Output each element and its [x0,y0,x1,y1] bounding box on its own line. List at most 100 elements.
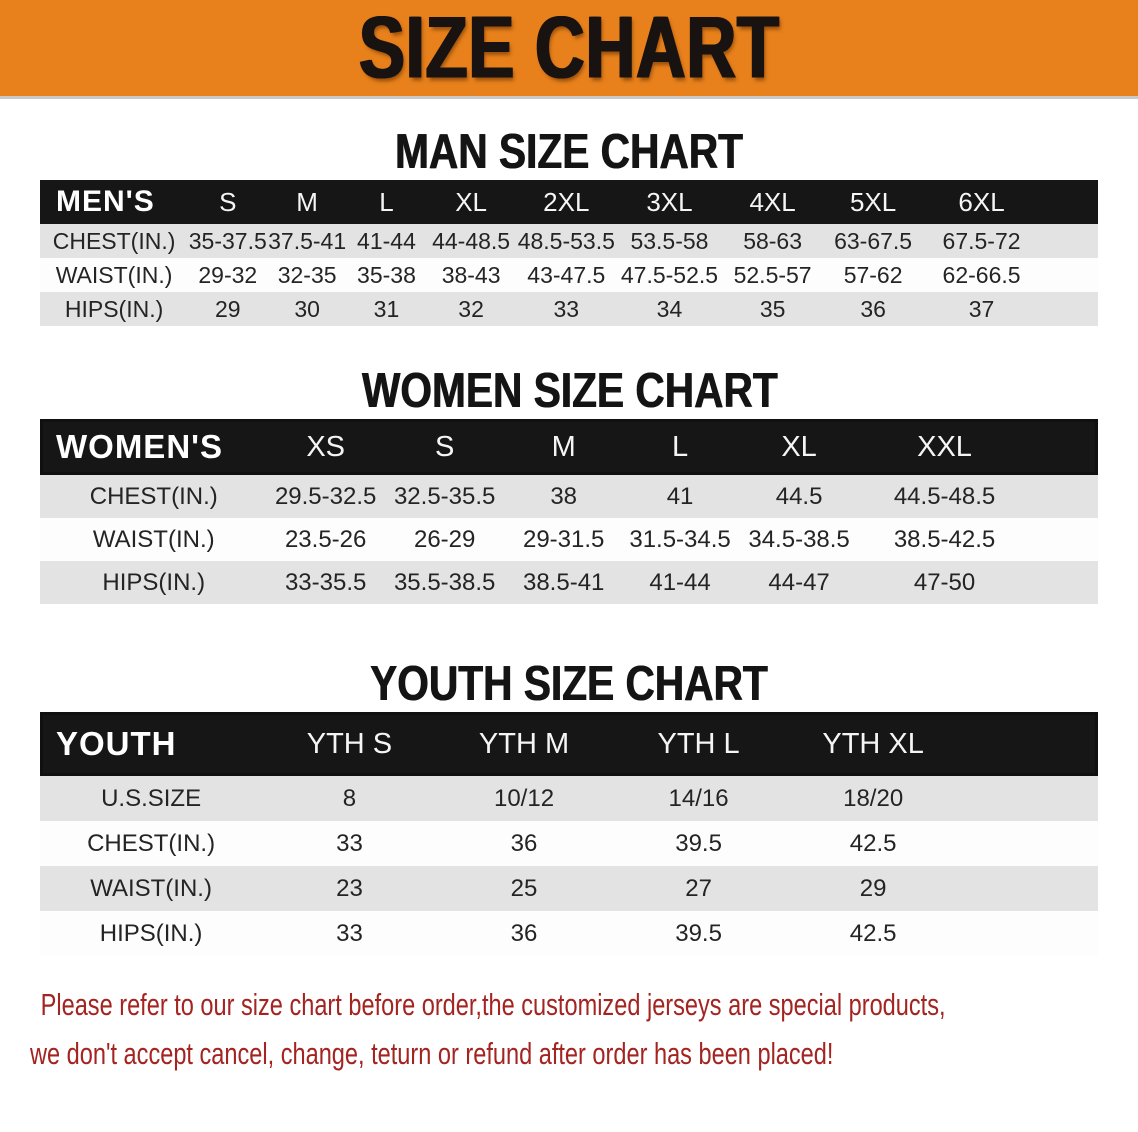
spacer-cell [1029,518,1098,561]
cell: 35.5-38.5 [393,568,496,596]
cell: 38.5-42.5 [893,525,996,553]
women-size-table: WOMEN'S XS S M L XL XXL CHEST(IN.) 29.5-… [40,419,1098,604]
cell: 33 [336,919,363,947]
row-label: WAIST(IN.) [90,874,212,902]
men-size-table: MEN'S S M L XL 2XL 3XL 4XL 5XL 6XL CHEST… [40,180,1098,326]
cell: 10/12 [493,784,555,812]
row-label: WAIST(IN.) [55,261,173,288]
youth-waist-row: WAIST(IN.) 23 25 27 29 [40,866,1098,911]
women-size-col: XS [306,430,345,463]
men-size-col: S [219,186,237,217]
cell: 8 [342,784,357,812]
cell: 31 [373,295,400,322]
youth-corner-label: YOUTH [56,725,177,762]
cell: 29-31.5 [522,525,605,553]
spacer-cell [1040,258,1098,292]
man-section-heading-text: MAN SIZE CHART [395,125,743,179]
men-size-col: M [296,186,318,217]
size-chart-banner: SIZE CHART [0,0,1138,99]
cell: 42.5 [849,829,897,857]
cell: 29 [214,295,241,322]
cell: 67.5-72 [942,227,1021,254]
cell: 36 [510,829,538,857]
spacer-cell [960,821,1098,866]
spacer-cell [960,712,1098,776]
women-size-col: L [671,430,689,463]
cell: 14/16 [668,784,729,812]
order-policy-line-2: we don't accept cancel, change, teturn o… [30,1036,834,1071]
cell: 37.5-41 [268,227,347,254]
cell: 30 [294,295,320,322]
youth-size-col: YTH M [478,727,570,760]
youth-size-col: YTH L [657,727,740,760]
cell: 57-62 [843,261,903,288]
cell: 32.5-35.5 [393,482,496,510]
men-corner-label: MEN'S [56,185,155,218]
row-label: HIPS(IN.) [64,295,164,322]
cell: 35-37.5 [188,227,267,254]
men-size-col: XL [455,186,487,217]
cell: 42.5 [849,919,897,947]
cell: 41-44 [357,227,416,254]
cell: 36 [510,919,538,947]
cell: 48.5-53.5 [517,227,615,254]
men-hips-row: HIPS(IN.) 29 30 31 32 33 34 35 36 37 [40,292,1098,326]
order-policy-line-1: Please refer to our size chart before or… [40,987,946,1022]
cell: 29-32 [198,261,258,288]
cell: 58-63 [743,227,803,254]
cell: 29 [859,874,887,902]
cell: 47.5-52.5 [620,261,719,288]
banner-title: SIZE CHART [358,0,780,97]
cell: 38-43 [441,261,501,288]
spacer-cell [1040,292,1098,326]
youth-section-heading: YOUTH SIZE CHART [0,656,1138,712]
cell: 37 [968,295,995,322]
cell: 36 [860,295,886,322]
cell: 29.5-32.5 [274,482,377,510]
row-label: WAIST(IN.) [92,525,215,553]
cell: 39.5 [675,829,722,857]
spacer-cell [1040,180,1098,224]
youth-hips-row: HIPS(IN.) 33 36 39.5 42.5 [40,911,1098,956]
youth-size-col: YTH S [306,727,393,760]
women-header-row: WOMEN'S XS S M L XL XXL [40,419,1098,475]
cell: 26-29 [413,525,476,553]
cell: 41-44 [649,568,711,596]
cell: 33-35.5 [284,568,367,596]
cell: 53.5-58 [630,227,709,254]
cell: 38.5-41 [522,568,605,596]
spacer-cell [1029,419,1098,475]
cell: 34 [656,295,683,322]
cell: 27 [685,874,712,902]
row-label: HIPS(IN.) [99,919,203,947]
men-chest-row: CHEST(IN.) 35-37.5 37.5-41 41-44 44-48.5… [40,224,1098,258]
cell: 44.5-48.5 [893,482,996,510]
cell: 41 [666,482,694,510]
cell: 33 [336,829,363,857]
youth-ussize-row: U.S.SIZE 8 10/12 14/16 18/20 [40,776,1098,821]
cell: 63-67.5 [834,227,913,254]
spacer-cell [960,776,1098,821]
men-header-row: MEN'S S M L XL 2XL 3XL 4XL 5XL 6XL [40,180,1098,224]
men-size-col: 2XL [543,186,590,217]
men-size-col: 4XL [749,186,796,217]
men-size-col: 3XL [646,186,693,217]
women-section-heading: WOMEN SIZE CHART [0,363,1138,419]
spacer-cell [960,866,1098,911]
spacer-cell [1029,561,1098,604]
cell: 32-35 [277,261,337,288]
cell: 43-47.5 [527,261,606,288]
cell: 23.5-26 [284,525,367,553]
row-label: HIPS(IN.) [102,568,206,596]
women-section-heading-text: WOMEN SIZE CHART [361,364,777,418]
cell: 18/20 [843,784,904,812]
cell: 38 [550,482,578,510]
cell: 52.5-57 [733,261,812,288]
men-size-col: 5XL [849,186,897,217]
row-label: CHEST(IN.) [89,482,218,510]
cell: 34.5-38.5 [748,525,850,553]
women-chest-row: CHEST(IN.) 29.5-32.5 32.5-35.5 38 41 44.… [40,475,1098,518]
women-waist-row: WAIST(IN.) 23.5-26 26-29 29-31.5 31.5-34… [40,518,1098,561]
women-size-col: M [551,430,576,463]
youth-chest-row: CHEST(IN.) 33 36 39.5 42.5 [40,821,1098,866]
